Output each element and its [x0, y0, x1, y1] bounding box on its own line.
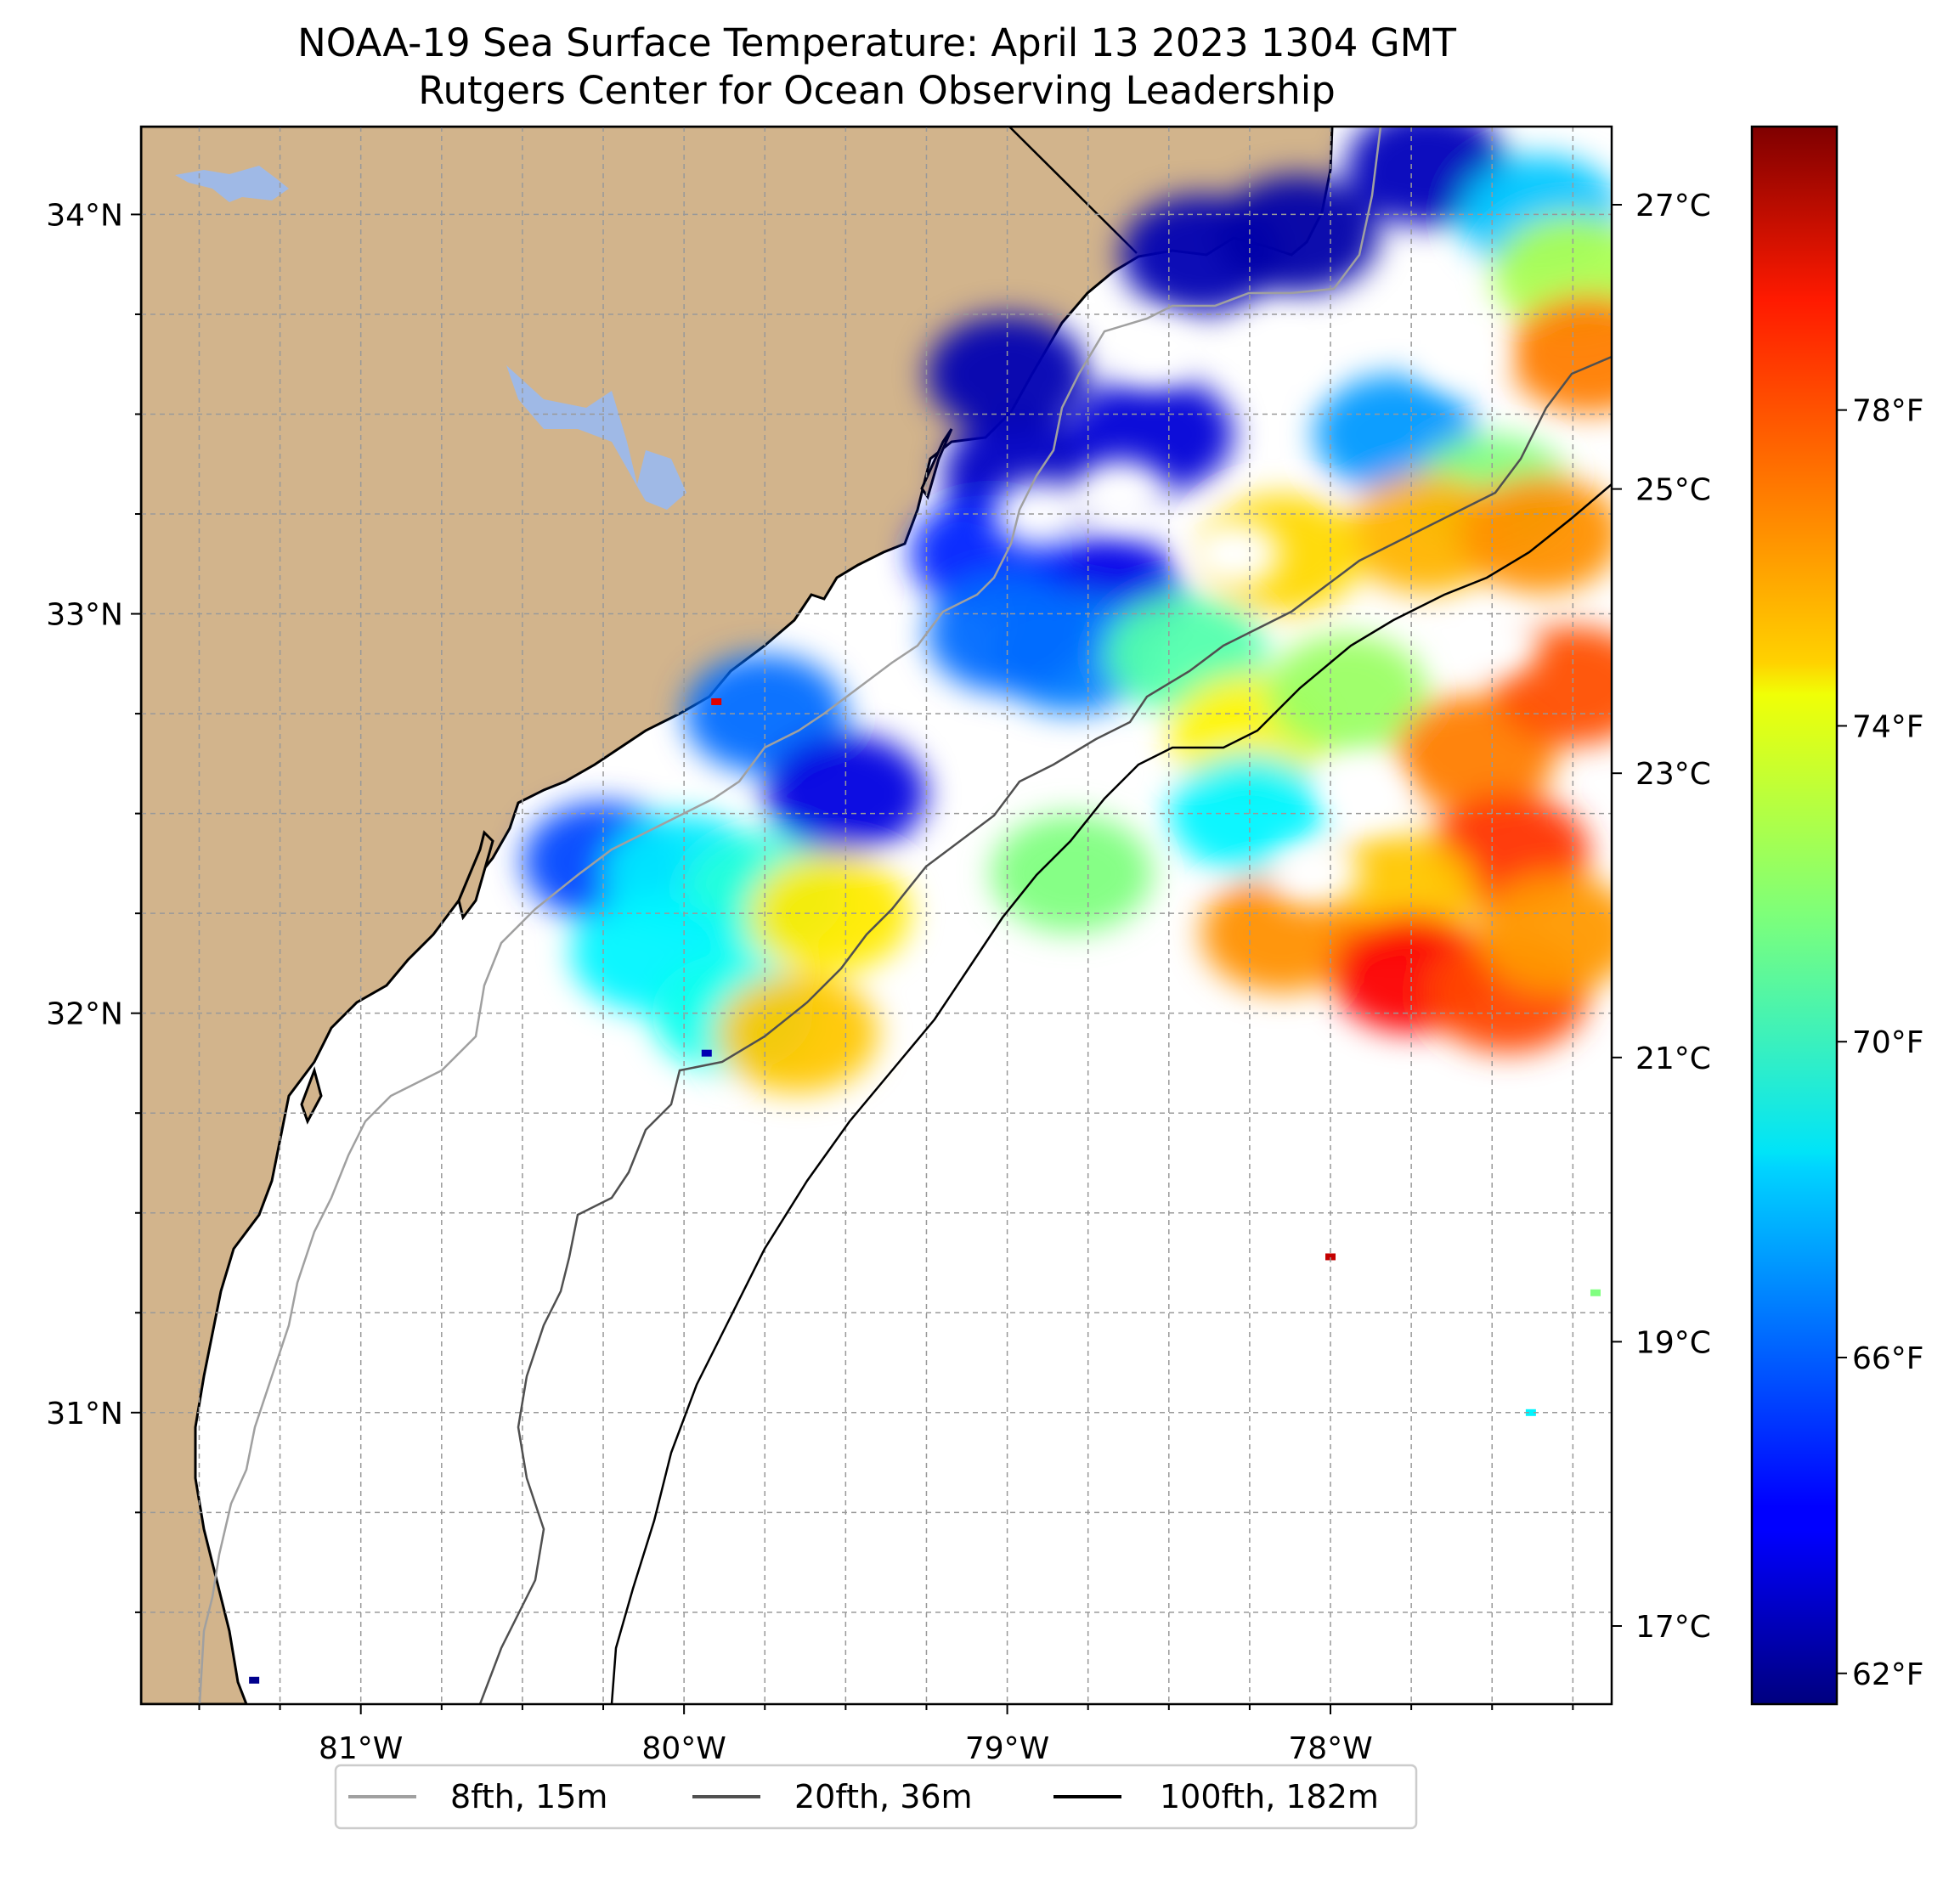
sst-patch: [1217, 174, 1379, 294]
longitude-tick-label: 79°W: [965, 1731, 1049, 1766]
legend: 8fth, 15m 20fth, 36m 100fth, 182m: [334, 1764, 1418, 1830]
sst-point: [1525, 1409, 1536, 1416]
sst-point: [1325, 1253, 1336, 1261]
fahrenheit-tick-label: 62°F: [1852, 1657, 1924, 1692]
cloud-gap: [1445, 612, 1539, 680]
celsius-tick-label: 19°C: [1635, 1325, 1711, 1360]
sst-point-marks: [249, 697, 1601, 1684]
cloud-gap: [1186, 520, 1280, 589]
sst-point: [711, 697, 722, 705]
cloud-gap: [1073, 460, 1167, 528]
isobath-8fth: [198, 127, 1382, 1704]
colorbar-fahrenheit-axis: 62°F 66°F 70°F 74°F 78°F: [1837, 394, 1924, 1692]
cloud-gap: [1267, 839, 1361, 908]
latitude-tick-label: 31°N: [46, 1397, 123, 1431]
celsius-tick-label: 27°C: [1635, 189, 1711, 223]
latitude-tick-label: 34°N: [46, 198, 123, 233]
legend-box: [334, 1764, 1418, 1830]
fahrenheit-tick-label: 74°F: [1852, 709, 1924, 744]
colorbar: [1750, 125, 1839, 1706]
sst-patch: [748, 854, 911, 974]
lake: [506, 365, 686, 510]
sst-patch: [991, 814, 1153, 934]
legend-label-8fth: 8fth, 15m: [450, 1778, 607, 1815]
sst-patch: [1460, 474, 1612, 594]
colorbar-celsius-axis: 17°C 19°C 21°C 23°C 25°C 27°C: [1612, 189, 1711, 1645]
cloud-gap: [1413, 319, 1507, 388]
legend-label-20fth: 20fth, 36m: [794, 1778, 973, 1815]
sst-point: [249, 1676, 260, 1684]
gridlines: [141, 127, 1612, 1704]
sst-patch: [1347, 474, 1509, 594]
celsius-tick-label: 25°C: [1635, 473, 1711, 508]
cloud-gap: [1316, 759, 1410, 828]
longitude-tick-label: 80°W: [641, 1731, 726, 1766]
celsius-tick-label: 23°C: [1635, 757, 1711, 792]
sst-patch: [1266, 634, 1428, 754]
chart-title: NOAA-19 Sea Surface Temperature: April 1…: [297, 20, 1456, 65]
sst-patch: [716, 974, 878, 1093]
sst-patch: [1476, 873, 1612, 993]
cloud-gap: [1234, 319, 1329, 388]
cloud-gap: [1105, 319, 1200, 388]
barrier-island: [300, 1066, 323, 1125]
latitude-tick-label: 33°N: [46, 598, 123, 633]
sst-point: [701, 1049, 712, 1057]
isobath-100fth: [610, 483, 1612, 1704]
longitude-tick-label: 78°W: [1288, 1731, 1372, 1766]
celsius-tick-label: 21°C: [1635, 1042, 1711, 1076]
celsius-tick-label: 17°C: [1635, 1610, 1711, 1645]
isobath-20fth: [478, 355, 1612, 1704]
fahrenheit-tick-label: 70°F: [1852, 1025, 1924, 1060]
chart-subtitle: Rutgers Center for Ocean Observing Leade…: [418, 68, 1336, 113]
state-boundary: [1008, 127, 1138, 254]
map-panel: [141, 127, 1612, 1704]
legend-label-100fth: 100fth, 182m: [1160, 1778, 1379, 1815]
cloud-gaps: [992, 319, 1539, 908]
sst-point: [1590, 1289, 1601, 1296]
fahrenheit-tick-label: 78°F: [1852, 394, 1924, 429]
map-frame: [139, 125, 1613, 1706]
barrier-island: [457, 830, 494, 921]
latitude-axis: 34°N 33°N 32°N 31°N: [46, 198, 141, 1613]
fahrenheit-tick-label: 66°F: [1852, 1341, 1924, 1376]
latitude-tick-label: 32°N: [46, 997, 123, 1032]
lake: [175, 166, 289, 202]
longitude-axis: 81°W 80°W 79°W 78°W: [198, 1704, 1574, 1766]
sst-patch: [1508, 294, 1612, 414]
longitude-tick-label: 81°W: [319, 1731, 403, 1766]
